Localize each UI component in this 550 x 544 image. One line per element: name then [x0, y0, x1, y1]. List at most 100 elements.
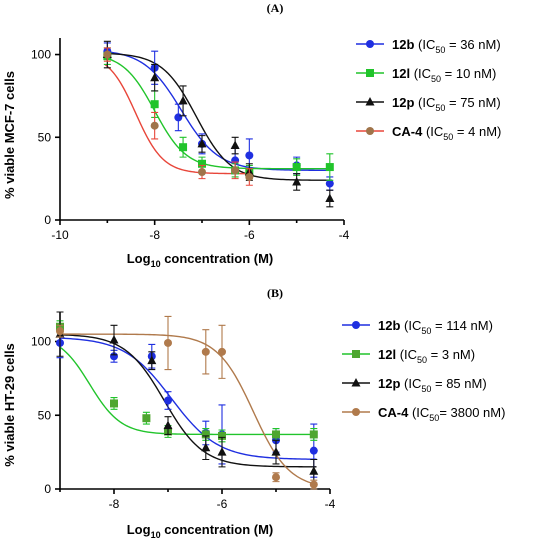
- panel-b-x-tick-label: -8: [109, 497, 120, 511]
- panel-a-x-axis-title-sub: 10: [151, 259, 161, 269]
- panel-a-fit-curves: [104, 50, 333, 181]
- data-point: [198, 159, 206, 168]
- data-point: [292, 176, 302, 186]
- panel-b-x-axis-title: Log10 concentration (M): [127, 522, 274, 540]
- data-point: [272, 473, 280, 482]
- panel-b-legend-item-12b: 12b (IC50 = 114 nM): [342, 318, 493, 336]
- data-point: [309, 446, 318, 455]
- panel-a-x-tick-label: -4: [339, 228, 350, 242]
- data-point: [325, 193, 335, 202]
- legend-marker: [365, 97, 375, 106]
- data-point: [271, 447, 281, 456]
- data-point: [147, 355, 157, 365]
- data-point: [103, 50, 112, 59]
- panel-b-fit-curve-12b: [59, 337, 317, 460]
- data-point: [163, 420, 173, 430]
- panel-b-x-axis-title-sub: 10: [151, 530, 161, 540]
- panel-b-fit-curve-12l: [59, 346, 317, 436]
- panel-a-series-12l: [103, 47, 334, 181]
- panel-a-y-axis-title: % viable MCF-7 cells: [2, 71, 17, 199]
- panel-a: (A) % viable MCF-7 cells Log10 concentra…: [2, 1, 501, 269]
- panel-b-legend-item-12p: 12p (IC50 = 85 nM): [342, 376, 487, 394]
- panel-a-series-ca-4: [103, 47, 254, 186]
- legend-marker: [352, 408, 360, 416]
- panel-b-x-tick-label: -6: [217, 497, 228, 511]
- legend-marker: [351, 378, 361, 387]
- panel-a-y-tick-label: 0: [44, 213, 51, 227]
- legend-marker: [366, 69, 374, 77]
- panel-a-legend-item-12p: 12p (IC50 = 75 nM): [356, 95, 501, 113]
- data-point: [201, 430, 210, 439]
- legend-label: 12l (IC50 = 3 nM): [378, 347, 475, 365]
- data-point: [245, 172, 254, 181]
- legend-marker: [366, 127, 374, 135]
- data-point: [109, 335, 119, 344]
- data-point: [218, 347, 226, 356]
- data-point: [272, 430, 280, 439]
- data-point: [178, 95, 188, 105]
- legend-label: 12p (IC50 = 85 nM): [378, 376, 487, 394]
- panel-b-x-tick-label: -4: [325, 497, 336, 511]
- panel-b-y-tick-label: 100: [31, 335, 51, 349]
- panel-a-x-axis-title-main: Log: [127, 251, 151, 266]
- data-point: [309, 466, 319, 475]
- panel-b-fit-curve-12p: [59, 334, 317, 468]
- panel-b-y-tick-label: 0: [44, 482, 51, 496]
- panel-a-axes: 0 50 100 -10 -8 -6 -4: [31, 38, 350, 242]
- legend-marker: [352, 350, 360, 358]
- panel-b-y-tick-label: 50: [38, 408, 52, 422]
- data-point: [142, 414, 151, 423]
- data-point: [201, 442, 211, 452]
- data-point: [150, 121, 159, 130]
- panel-b-label: (B): [267, 286, 283, 300]
- panel-a-fit-curve-ca-4: [104, 63, 252, 175]
- panel-a-label: (A): [267, 1, 284, 15]
- legend-label: 12l (IC50 = 10 nM): [392, 66, 496, 84]
- panel-a-legend-item-12b: 12b (IC50 = 36 nM): [356, 37, 501, 55]
- data-point: [56, 327, 64, 336]
- panel-a-x-tick-label: -8: [149, 228, 160, 242]
- data-point: [230, 140, 240, 150]
- panel-b: (B) % viable HT-29 cells Log10 concentra…: [2, 286, 505, 540]
- panel-a-y-tick-label: 50: [38, 130, 52, 144]
- data-point: [197, 138, 207, 148]
- panel-a-x-tick-label: -6: [244, 228, 255, 242]
- panel-a-legend: 12b (IC50 = 36 nM) 12l (IC50 = 10 nM) 12p …: [356, 37, 501, 142]
- data-point: [150, 72, 160, 82]
- panel-a-x-axis-title-rest: concentration (M): [161, 251, 274, 266]
- legend-marker: [366, 40, 374, 48]
- panel-a-legend-item-12l: 12l (IC50 = 10 nM): [356, 66, 496, 84]
- legend-label: CA-4 (IC50= 3800 nM): [378, 405, 505, 423]
- panel-b-data-points: [55, 311, 319, 490]
- panel-b-x-axis-title-rest: concentration (M): [161, 522, 274, 537]
- panel-b-legend: 12b (IC50 = 114 nM) 12l (IC50 = 3 nM) 12p …: [342, 318, 505, 423]
- panel-b-y-axis-title: % viable HT-29 cells: [2, 343, 17, 467]
- data-point: [201, 347, 210, 356]
- panel-a-fit-curve-12p: [104, 52, 333, 181]
- panel-b-fit-curve-ca-4: [60, 333, 317, 486]
- panel-b-legend-item-ca-4: CA-4 (IC50= 3800 nM): [342, 405, 505, 423]
- data-point: [231, 166, 240, 175]
- data-point: [325, 163, 334, 172]
- legend-marker: [352, 321, 360, 329]
- data-point: [325, 179, 334, 188]
- panel-b-legend-item-12l: 12l (IC50 = 3 nM): [342, 347, 475, 365]
- data-point: [110, 399, 118, 408]
- panel-b-fit-curves: [59, 333, 317, 486]
- data-point: [292, 163, 301, 172]
- legend-label: 12b (IC50 = 36 nM): [392, 37, 501, 55]
- data-point: [218, 431, 226, 440]
- panel-b-x-axis-title-main: Log: [127, 522, 151, 537]
- panel-a-x-tick-label: -10: [51, 228, 69, 242]
- panel-a-x-axis-title: Log10 concentration (M): [127, 251, 274, 269]
- data-point: [245, 151, 254, 160]
- panel-b-axes: 0 50 100 -8 -6 -4: [31, 312, 336, 511]
- panel-b-series-ca-4: [56, 315, 318, 490]
- data-point: [164, 396, 172, 405]
- panel-b-series-12l: [56, 320, 318, 443]
- data-point: [179, 143, 188, 152]
- data-point: [309, 430, 318, 439]
- data-point: [198, 168, 206, 177]
- data-point: [150, 100, 159, 109]
